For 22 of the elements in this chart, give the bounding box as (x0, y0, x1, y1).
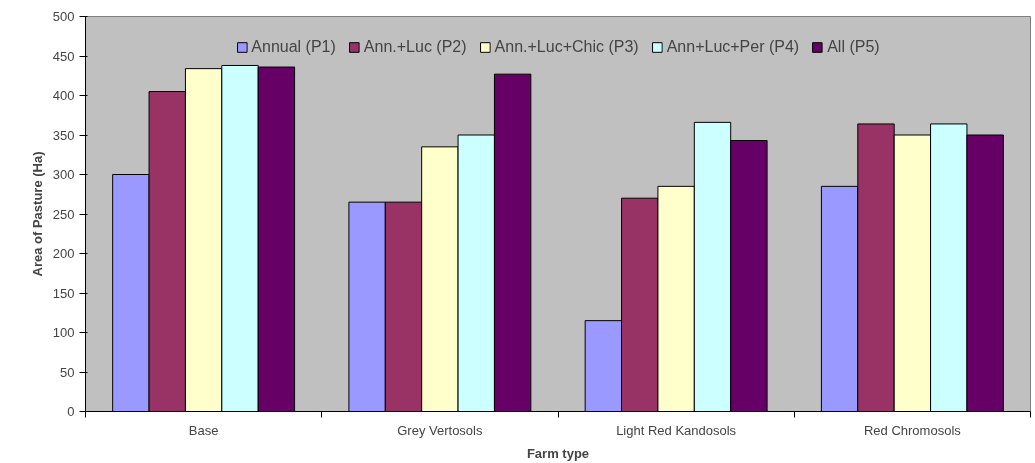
legend-label: Ann.+Luc (P2) (363, 38, 467, 56)
y-tick-label: 100 (52, 325, 75, 340)
x-tick-label: Grey Vertosols (397, 422, 483, 438)
y-axis-title: Area of Pasture (Ha) (29, 151, 45, 277)
y-tick-label: 450 (52, 48, 75, 64)
y-tick-label: 350 (52, 127, 75, 143)
y-tick-label: 150 (52, 285, 75, 301)
y-tick-label: 0 (67, 404, 75, 419)
y-tick-label: 400 (52, 88, 75, 103)
x-tick-label: Red Chromosols (863, 422, 962, 438)
y-tick-label: 250 (52, 206, 75, 222)
legend-label: Ann+Luc+Per (P4) (666, 38, 800, 56)
x-axis-title: Farm type (526, 445, 590, 461)
x-tick-label: Light Red Kandosols (616, 422, 737, 438)
legend-label: Annual (P1) (251, 38, 336, 56)
y-tick-label: 200 (52, 246, 75, 261)
y-tick-label: 300 (52, 167, 75, 182)
legend-label: Ann.+Luc+Chic (P3) (494, 38, 639, 56)
legend-label: All (P5) (827, 38, 880, 56)
y-tick-label: 500 (52, 9, 75, 24)
x-tick-label: Base (188, 422, 219, 438)
y-tick-label: 50 (60, 364, 75, 380)
